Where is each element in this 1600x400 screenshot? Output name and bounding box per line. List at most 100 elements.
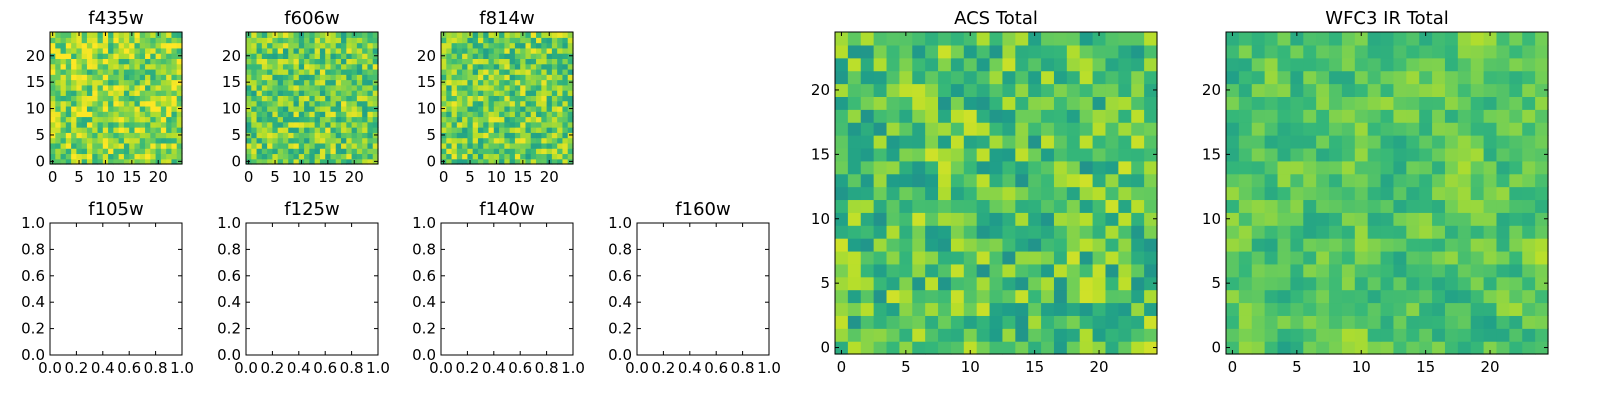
x-tick-label: 1.0 <box>366 359 390 377</box>
heatmap-cell <box>118 68 125 75</box>
heatmap-cell <box>65 111 72 118</box>
heatmap-cell <box>1329 315 1343 329</box>
heatmap-cell <box>504 105 511 112</box>
heatmap-cell <box>71 153 77 160</box>
heatmap-cell <box>451 132 458 139</box>
heatmap-cell <box>1015 147 1029 162</box>
heatmap-cell <box>1226 96 1240 110</box>
heatmap-cell <box>1393 147 1407 162</box>
heatmap-cell <box>1393 83 1407 97</box>
heatmap-cell <box>81 63 88 70</box>
heatmap-cell <box>541 105 548 112</box>
heatmap-cell <box>1354 250 1369 265</box>
heatmap-cell <box>1316 147 1330 162</box>
heatmap-cell <box>60 127 67 133</box>
heatmap-cell <box>81 127 88 133</box>
heatmap-cell <box>477 37 484 44</box>
heatmap-cell <box>1264 57 1279 72</box>
heatmap-cell <box>456 58 463 65</box>
heatmap-cell <box>1444 173 1459 188</box>
heatmap-cell <box>989 250 1004 265</box>
heatmap-cell <box>483 153 490 160</box>
heatmap-cell <box>477 100 484 107</box>
heatmap-cell <box>166 148 173 155</box>
heatmap-cell <box>1131 302 1145 316</box>
heatmap-cell <box>1303 276 1317 291</box>
heatmap-cell <box>1079 173 1094 188</box>
heatmap-cell <box>1367 225 1382 239</box>
panel-5: 0.0 0.2 0.4 0.6 0.8 1.00.00.20.40.60.81.0f140… <box>412 199 585 377</box>
heatmap-cell <box>963 289 978 304</box>
heatmap-cell <box>356 58 363 65</box>
heatmap-cell <box>462 79 468 86</box>
heatmap-cell <box>1535 225 1549 239</box>
heatmap-cell <box>335 121 342 128</box>
heatmap-cell <box>963 57 978 72</box>
heatmap-cell <box>108 121 114 128</box>
heatmap-cell <box>1432 32 1446 46</box>
heatmap-cell <box>1419 341 1433 355</box>
heatmap-cell <box>873 122 888 136</box>
heatmap-cell <box>1406 83 1420 97</box>
heatmap-cell <box>1457 44 1472 59</box>
heatmap-cell <box>1496 173 1510 188</box>
heatmap-cell <box>976 135 991 149</box>
heatmap-cell <box>150 142 157 149</box>
heatmap-cell <box>1131 289 1145 304</box>
heatmap-cell <box>1079 225 1094 239</box>
heatmap-cell <box>50 58 56 65</box>
heatmap-cell <box>557 142 564 149</box>
heatmap-cell <box>272 137 279 144</box>
heatmap-cell <box>319 74 326 81</box>
heatmap-cell <box>1290 160 1304 175</box>
heatmap-cell <box>546 116 553 123</box>
heatmap-cell <box>71 58 77 65</box>
heatmap-cell <box>509 153 516 160</box>
heatmap-cell <box>261 84 268 91</box>
heatmap-cell <box>1002 212 1016 226</box>
heatmap-cell <box>1053 44 1068 59</box>
heatmap-cell <box>1509 83 1523 97</box>
heatmap-cell <box>171 111 178 118</box>
heatmap-cell <box>81 111 88 118</box>
heatmap-cell <box>123 37 130 44</box>
heatmap-cell <box>472 53 479 59</box>
heatmap-cell <box>912 302 926 316</box>
heatmap-cell <box>1226 225 1240 239</box>
y-tick-label: 0.4 <box>412 293 436 311</box>
heatmap-cell <box>541 142 548 149</box>
heatmap-cell <box>277 74 284 81</box>
heatmap-cell <box>261 142 268 149</box>
heatmap-cell <box>65 95 72 102</box>
heatmap-cell <box>293 79 300 86</box>
heatmap-cell <box>557 90 564 96</box>
x-tick-label: 0.2 <box>260 359 284 377</box>
heatmap-cell <box>1329 328 1343 342</box>
heatmap-cell <box>277 42 284 49</box>
y-tick-label: 0.6 <box>412 267 436 285</box>
heatmap-cell <box>309 137 316 144</box>
heatmap-cell <box>504 148 511 155</box>
heatmap-cell <box>1105 289 1119 304</box>
heatmap-cell <box>267 105 273 112</box>
heatmap-cell <box>1380 173 1395 188</box>
heatmap-cell <box>1406 289 1420 304</box>
heatmap-cell <box>1380 147 1395 162</box>
heatmap-cell <box>1496 83 1510 97</box>
heatmap-cell <box>1393 276 1407 291</box>
heatmap-cell <box>1509 57 1523 72</box>
heatmap-cell <box>1432 70 1446 85</box>
heatmap-cell <box>525 58 532 65</box>
heatmap-cell <box>835 122 849 136</box>
heatmap-cell <box>71 90 77 96</box>
heatmap-cell <box>472 132 479 139</box>
heatmap-cell <box>1041 32 1055 46</box>
heatmap-cell <box>886 341 900 355</box>
heatmap-cell <box>551 153 558 160</box>
heatmap-cell <box>1028 328 1042 342</box>
heatmap-cell <box>166 90 173 96</box>
heatmap-cell <box>1393 225 1407 239</box>
heatmap-cell <box>912 173 926 188</box>
heatmap-cell <box>562 32 569 38</box>
heatmap-cell <box>293 132 300 139</box>
